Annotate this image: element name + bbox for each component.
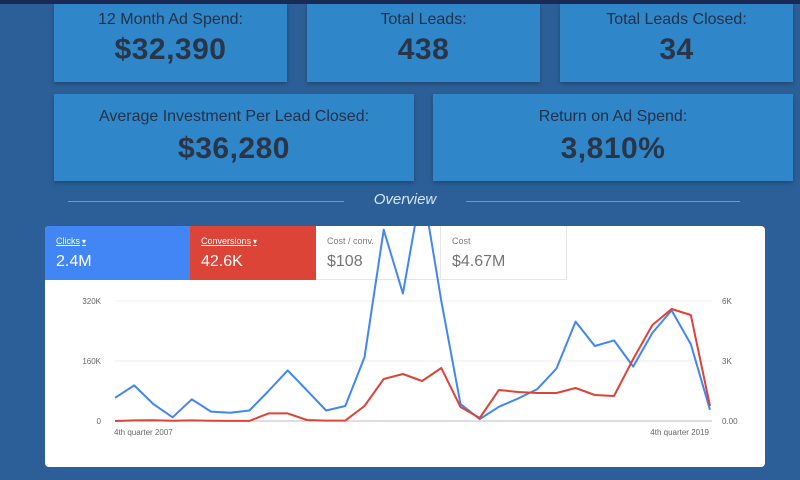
divider-line-left	[68, 201, 344, 202]
conversions-label-text: Conversions	[201, 236, 252, 246]
metric-tab-conversions-label[interactable]: Conversions ▾	[201, 236, 316, 246]
metric-tab-cost-label: Cost	[452, 236, 471, 246]
metric-tab-conversions-value: 42.6K	[201, 253, 243, 270]
metric-tab-cost[interactable]: Cost $4.67M	[441, 226, 567, 280]
kpi-total-leads: Total Leads: 438	[307, 4, 540, 82]
left-axis-tick-label: 320K	[82, 297, 101, 306]
kpi-avg-investment-value: $36,280	[178, 132, 290, 165]
series-line-conversions	[114, 308, 711, 422]
chevron-down-icon[interactable]: ▾	[82, 237, 87, 246]
kpi-roas: Return on Ad Spend: 3,810%	[433, 94, 793, 181]
chevron-down-icon[interactable]: ▾	[253, 237, 258, 246]
kpi-total-leads-label: Total Leads:	[380, 11, 467, 28]
kpi-leads-closed-value: 34	[659, 33, 694, 66]
metric-tab-clicks[interactable]: Clicks ▾ 2.4M	[45, 226, 190, 280]
metric-tab-clicks-label[interactable]: Clicks ▾	[56, 236, 190, 246]
kpi-avg-investment-label: Average Investment Per Lead Closed:	[98, 108, 370, 125]
overview-divider: Overview	[68, 191, 740, 213]
left-axis-tick-label: 0	[97, 417, 102, 426]
divider-line-right	[466, 201, 740, 202]
kpi-roas-label: Return on Ad Spend:	[538, 108, 688, 125]
series-line-clicks	[114, 226, 711, 421]
top-strip	[0, 0, 800, 4]
axis-ticks: 320K 6K 160K 3K 0 0.00	[82, 297, 738, 426]
metric-tab-cost-per-conv-label: Cost / conv.	[327, 236, 374, 246]
kpi-total-leads-value: 438	[397, 33, 450, 66]
overview-heading: Overview	[373, 191, 437, 208]
metric-tab-clicks-value: 2.4M	[56, 253, 92, 270]
right-axis-tick-label: 0.00	[722, 417, 738, 426]
clicks-label-text: Clicks	[56, 236, 80, 246]
line-chart: 320K 6K 160K 3K 0 0.00 4th quarter 2007 4th q…	[82, 226, 738, 437]
x-axis-label-start: 4th quarter 2007	[114, 428, 173, 437]
left-axis-tick-label: 160K	[82, 357, 101, 366]
kpi-avg-investment: Average Investment Per Lead Closed: $36,…	[54, 94, 414, 181]
chart-panel: Clicks ▾ 2.4M Conversions ▾ 42.6K Cost / c…	[45, 226, 765, 467]
kpi-ad-spend-label: 12 Month Ad Spend:	[98, 11, 243, 28]
x-axis-label-end: 4th quarter 2019	[650, 428, 709, 437]
kpi-leads-closed-label: Total Leads Closed:	[606, 11, 747, 28]
metric-tab-conversions[interactable]: Conversions ▾ 42.6K	[190, 226, 316, 280]
right-axis-tick-label: 6K	[722, 297, 732, 306]
kpi-roas-value: 3,810%	[560, 132, 666, 165]
kpi-leads-closed: Total Leads Closed: 34	[560, 4, 793, 82]
metric-tab-cost-per-conv-value: $108	[327, 253, 363, 270]
metric-tab-cost-value: $4.67M	[452, 253, 506, 270]
kpi-ad-spend-value: $32,390	[114, 33, 227, 66]
kpi-ad-spend: 12 Month Ad Spend: $32,390	[54, 4, 287, 82]
chart-grid	[115, 300, 712, 422]
chart-series	[114, 226, 711, 422]
right-axis-tick-label: 3K	[722, 357, 732, 366]
